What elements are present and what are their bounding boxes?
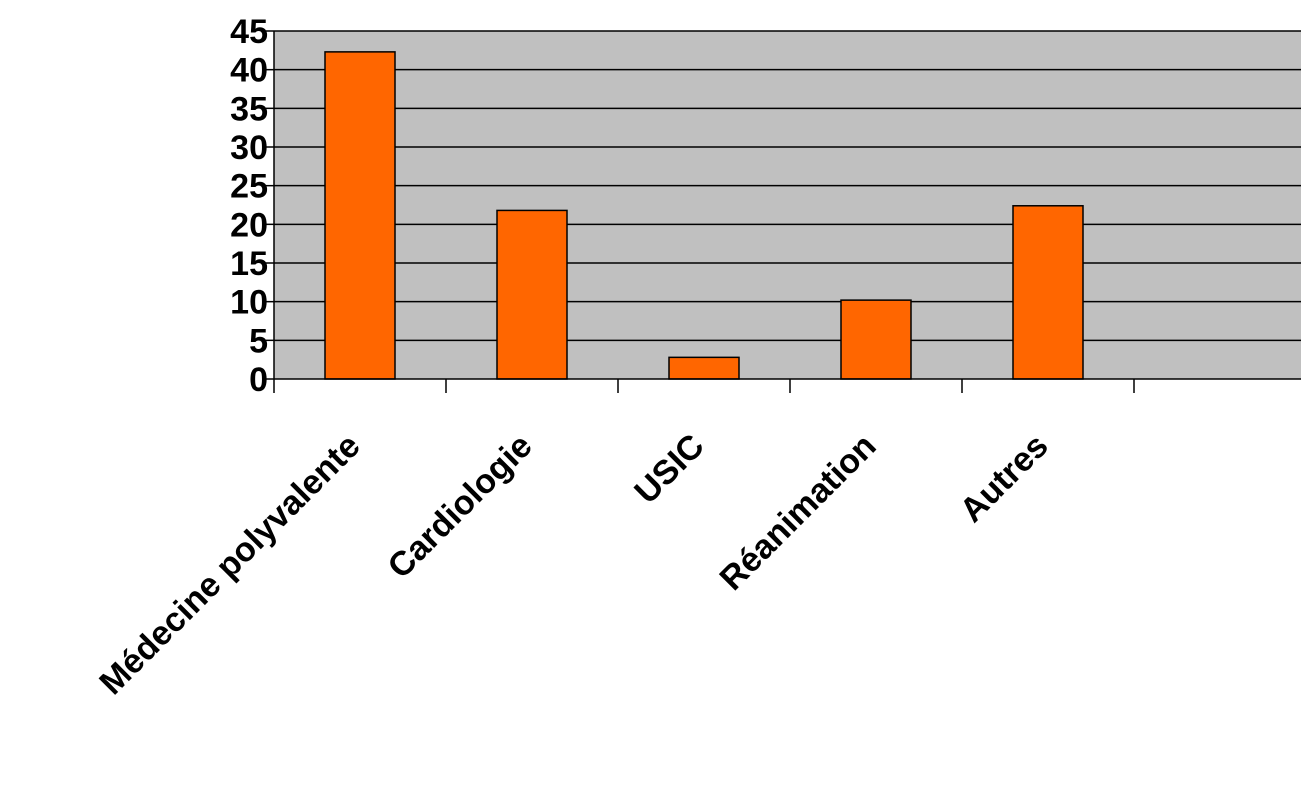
bars <box>324 51 1084 380</box>
plot-area <box>274 31 1301 379</box>
x-tick-label-2: USIC <box>627 427 711 511</box>
axes <box>266 30 1301 393</box>
bar-4 <box>1012 205 1084 380</box>
y-tick-label-30: 30 <box>230 129 268 167</box>
y-tick-label-0: 0 <box>249 361 268 399</box>
x-tick-labels: Médecine polyvalente Cardiologie USIC Réani… <box>92 427 1055 702</box>
y-tick-label-35: 35 <box>230 90 268 128</box>
y-tick-label-15: 15 <box>230 245 268 283</box>
bar-2 <box>668 356 740 380</box>
gridlines <box>274 30 1301 342</box>
y-tick-label-45: 45 <box>230 13 268 51</box>
y-tick-label-10: 10 <box>230 284 268 322</box>
y-tick-label-25: 25 <box>230 168 268 206</box>
bar-1 <box>496 209 568 380</box>
x-tick-label-4: Autres <box>953 427 1056 530</box>
y-tick-label-20: 20 <box>230 206 268 244</box>
y-tick-label-5: 5 <box>249 322 268 360</box>
bar-0 <box>324 51 396 380</box>
x-tick-label-1: Cardiologie <box>381 427 540 586</box>
y-tick-label-40: 40 <box>230 52 268 90</box>
x-tick-label-3: Réanimation <box>713 427 884 598</box>
bar-3 <box>840 299 912 380</box>
x-tick-label-0: Médecine polyvalente <box>92 427 367 702</box>
